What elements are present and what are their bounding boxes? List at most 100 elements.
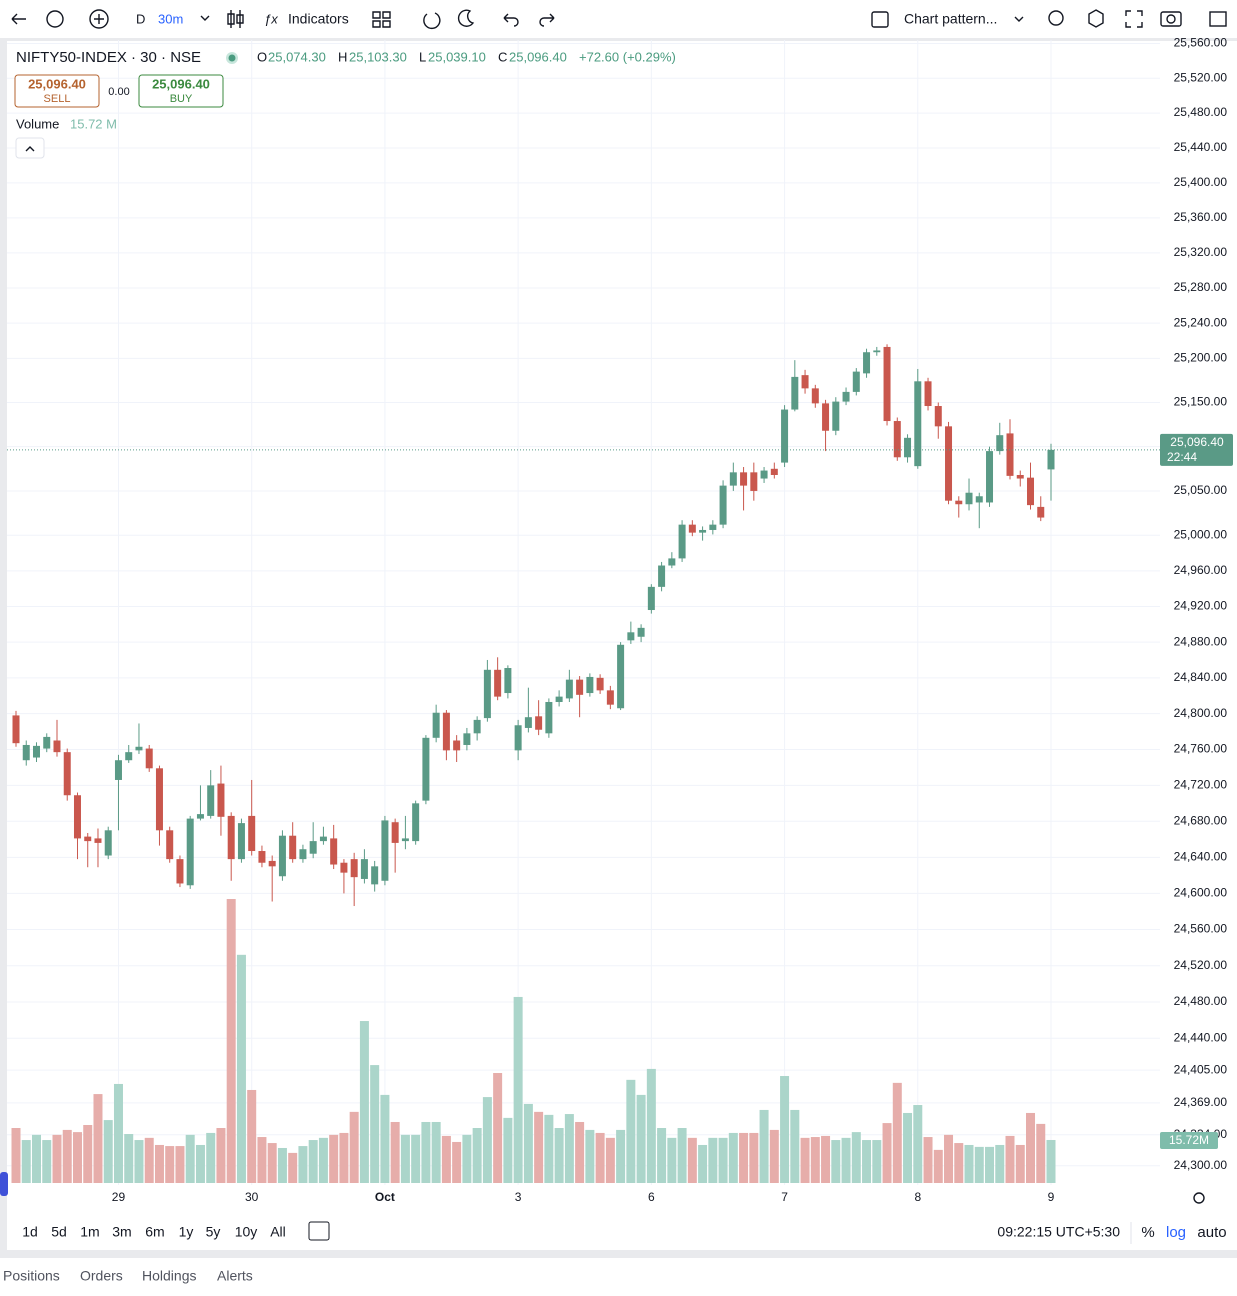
volume-bar [513, 996, 523, 1183]
theme-icon[interactable] [457, 9, 475, 27]
range-button[interactable]: 3m [112, 1224, 131, 1240]
y-tick-label: 24,300.00 [1174, 1158, 1228, 1172]
volume-bar [1026, 1112, 1036, 1183]
volume-bar [257, 1137, 267, 1183]
candle-body [1006, 433, 1014, 476]
candle-body [863, 352, 871, 374]
volume-bar [144, 1137, 154, 1183]
volume-bar [267, 1143, 277, 1183]
volume-bar [687, 1137, 697, 1183]
candle-body [668, 558, 676, 566]
candle-body [422, 737, 430, 801]
screenshot-icon[interactable] [1160, 11, 1182, 27]
undo-icon[interactable] [503, 13, 519, 27]
o-label: O [257, 49, 267, 64]
sell-button[interactable] [14, 74, 100, 108]
candle-body [381, 820, 389, 881]
interval-prefix[interactable]: D [136, 11, 145, 26]
fullscreen-icon[interactable] [1125, 10, 1143, 28]
volume-badge [1160, 1131, 1218, 1149]
candle-body [473, 719, 481, 734]
percent-toggle[interactable]: % [1141, 1224, 1154, 1241]
fx-icon[interactable]: ƒx [264, 11, 278, 26]
range-button[interactable]: 5d [51, 1224, 67, 1240]
tab[interactable]: Positions [3, 1268, 60, 1284]
log-toggle[interactable]: log [1166, 1224, 1186, 1241]
add-icon[interactable] [89, 9, 109, 29]
range-button[interactable]: All [270, 1224, 286, 1240]
range-button[interactable]: 1d [22, 1224, 38, 1240]
volume-bar [1036, 1123, 1046, 1183]
buy-button[interactable] [138, 74, 224, 108]
symbol[interactable]: NIFTY50-INDEX · 30 · NSE [16, 49, 201, 66]
back-icon[interactable] [11, 13, 26, 25]
settings-icon[interactable] [1088, 9, 1104, 28]
redo-icon[interactable] [539, 13, 555, 27]
left-strip [0, 38, 7, 1250]
chart-pattern[interactable]: Chart pattern... [904, 11, 997, 27]
volume-bar [441, 1135, 451, 1183]
x-tick-label: 9 [1048, 1190, 1055, 1204]
pattern-checkbox[interactable] [871, 11, 889, 28]
volume-bar [329, 1134, 339, 1183]
candle-icon[interactable] [227, 10, 244, 28]
volume-bar [780, 1076, 790, 1183]
volume-bar [636, 1094, 646, 1183]
c-label: C [498, 49, 507, 64]
volume-bar [841, 1137, 851, 1183]
volume-bar [206, 1132, 216, 1183]
volume-bar [175, 1146, 185, 1183]
axis-settings-icon[interactable] [1193, 1192, 1205, 1204]
range-button[interactable]: 1m [80, 1224, 99, 1240]
range-button[interactable]: 5y [206, 1224, 221, 1240]
candle-body [258, 851, 266, 863]
y-tick-label: 25,480.00 [1174, 105, 1228, 119]
tab[interactable]: Alerts [217, 1268, 253, 1284]
volume-bar [667, 1137, 677, 1183]
alert-icon[interactable] [1048, 10, 1064, 26]
volume-bar [195, 1144, 205, 1183]
volume-bar [862, 1140, 872, 1183]
range-button[interactable]: 10y [235, 1224, 258, 1240]
interval-caret[interactable] [200, 15, 210, 21]
volume-bar [452, 1141, 462, 1183]
range-button[interactable]: 1y [179, 1224, 194, 1240]
volume-bar [646, 1068, 656, 1183]
volume-bar [944, 1134, 954, 1183]
candle-body [719, 485, 727, 525]
candle-body [63, 752, 71, 796]
goto-date-icon[interactable] [308, 1221, 330, 1241]
layout-icon[interactable] [372, 11, 391, 28]
candle-body [658, 565, 666, 587]
pattern-caret[interactable] [1014, 16, 1024, 22]
volume-bar [503, 1117, 513, 1183]
volume-bar [462, 1134, 472, 1183]
tab[interactable]: Holdings [142, 1268, 196, 1284]
c-value: 25,096.40 [509, 49, 567, 64]
y-tick-label: 24,405.00 [1174, 1062, 1228, 1076]
indicators[interactable]: Indicators [288, 11, 349, 27]
search-icon[interactable] [46, 10, 64, 28]
volume-bar [318, 1137, 328, 1183]
auto-toggle[interactable]: auto [1197, 1224, 1226, 1241]
candle-body [832, 401, 840, 431]
volume-bar [93, 1094, 103, 1183]
replay-icon[interactable] [423, 12, 441, 29]
collapse-button[interactable] [15, 137, 45, 159]
candle-body [84, 836, 92, 842]
bottom-border [0, 1250, 1237, 1258]
volume-bar [247, 1089, 257, 1183]
candle-body [811, 388, 819, 404]
range-button[interactable]: 6m [145, 1224, 164, 1240]
volume-bar [308, 1140, 318, 1183]
interval[interactable]: 30m [158, 11, 183, 26]
volume-bar [657, 1128, 667, 1183]
side-toggle[interactable] [0, 1172, 8, 1196]
volume-bar [52, 1134, 62, 1183]
clock: 09:22:15 UTC+5:30 [997, 1224, 1120, 1240]
tab[interactable]: Orders [80, 1268, 123, 1284]
panel-icon[interactable] [1209, 11, 1227, 27]
volume-bar [400, 1134, 410, 1183]
y-tick-label: 24,600.00 [1174, 886, 1228, 900]
